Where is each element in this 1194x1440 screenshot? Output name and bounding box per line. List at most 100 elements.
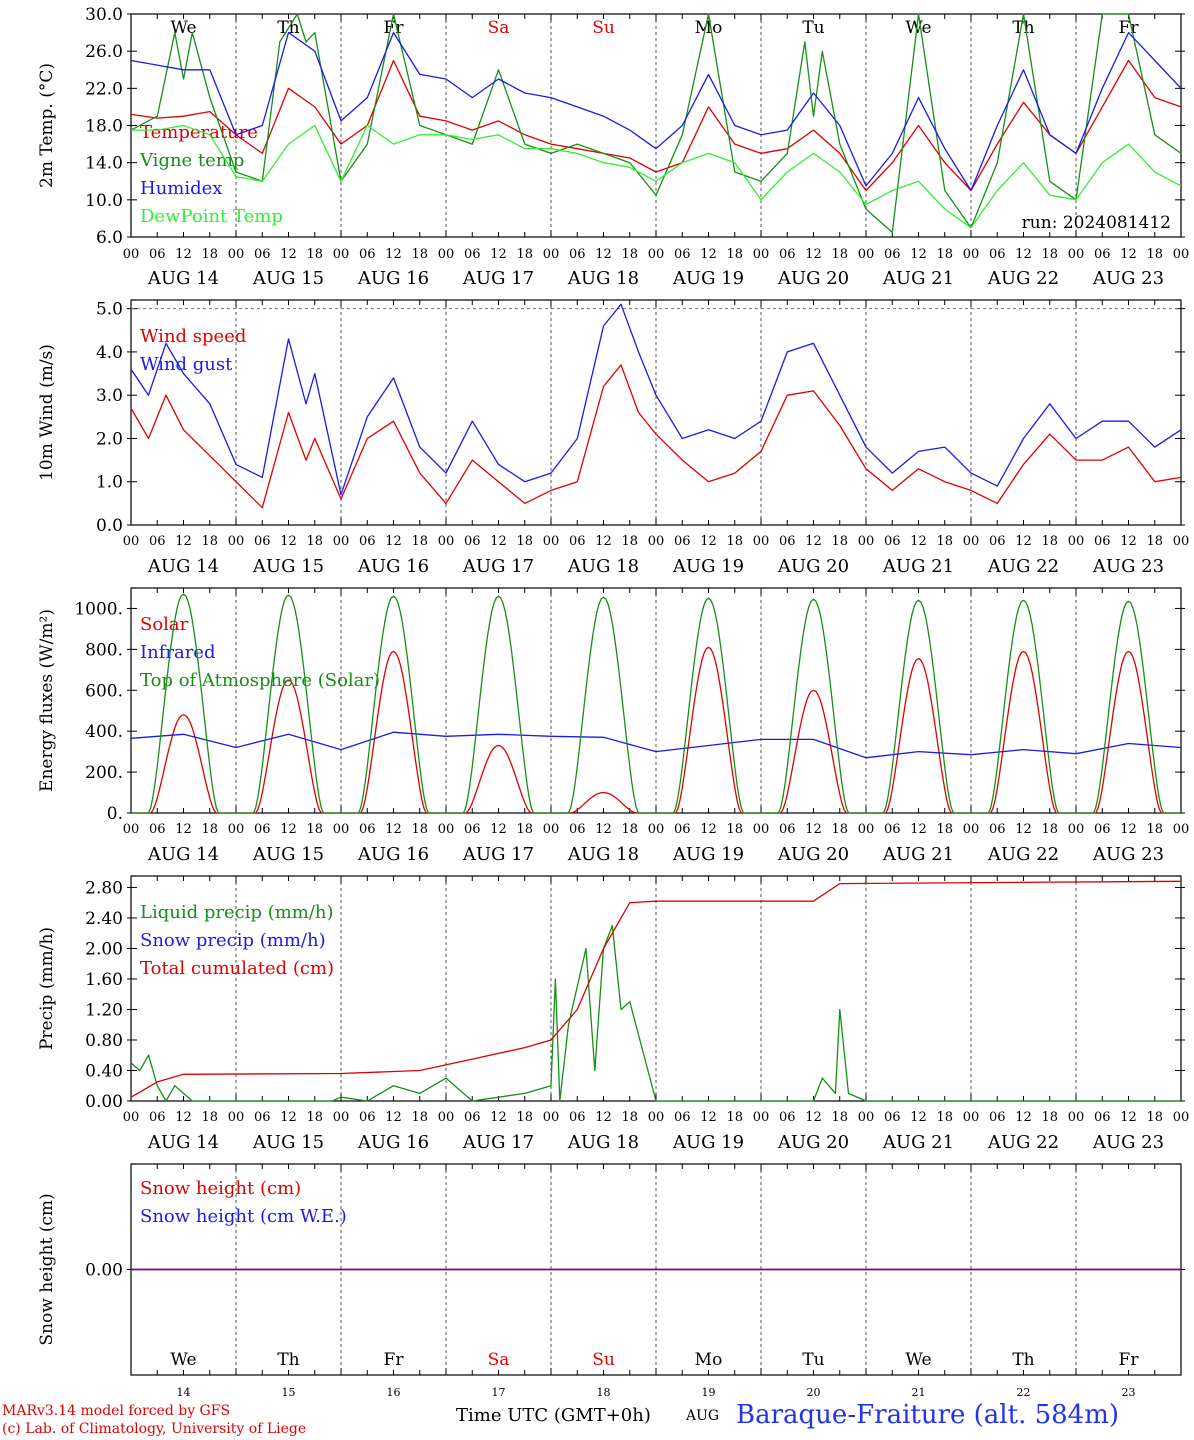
day-number-label: 18 [597, 1386, 611, 1399]
hour-tick-label: 00 [543, 1110, 560, 1125]
day-number-label: 15 [282, 1386, 296, 1399]
series-line [130, 731, 1182, 759]
hour-tick-label: 00 [858, 247, 875, 262]
hour-tick-label: 18 [306, 822, 323, 837]
hour-tick-label: 18 [516, 247, 533, 262]
hour-tick-label: 06 [884, 534, 901, 549]
series-line [130, 364, 1182, 509]
weekday-label: Sa [488, 1350, 510, 1370]
date-label: AUG 21 [882, 556, 954, 577]
hour-tick-label: 12 [910, 822, 927, 837]
hour-tick-label: 06 [359, 1110, 376, 1125]
legend-entry: Snow precip (mm/h) [140, 930, 326, 951]
hour-tick-label: 12 [805, 822, 822, 837]
y-tick-label: 2.40 [85, 909, 123, 929]
y-tick-label: 30.0 [85, 5, 123, 25]
hour-tick-label: 00 [438, 247, 455, 262]
hour-tick-label: 06 [989, 1110, 1006, 1125]
hour-tick-label: 06 [989, 247, 1006, 262]
hour-tick-label: 18 [1146, 247, 1163, 262]
weekday-label: We [170, 18, 196, 38]
hour-tick-label: 06 [1094, 1110, 1111, 1125]
hour-tick-label: 18 [306, 534, 323, 549]
hour-tick-label: 06 [779, 1110, 796, 1125]
day-number-label: 20 [807, 1386, 821, 1399]
hour-tick-label: 12 [805, 534, 822, 549]
weekday-label: Tu [802, 1350, 824, 1370]
hour-tick-label: 18 [726, 534, 743, 549]
hour-tick-label: 06 [464, 1110, 481, 1125]
hour-tick-label: 00 [123, 534, 140, 549]
y-tick-label: 18.0 [85, 117, 123, 137]
weekday-label: Fr [1119, 1350, 1140, 1370]
hour-tick-label: 06 [884, 1110, 901, 1125]
date-label: AUG 22 [987, 1132, 1059, 1153]
date-label: AUG 20 [777, 268, 849, 289]
hour-tick-label: 12 [280, 247, 297, 262]
hour-tick-label: 06 [1094, 247, 1111, 262]
month-label: AUG [686, 1408, 720, 1424]
legend-entry: Humidex [140, 178, 222, 199]
hour-tick-label: 18 [201, 247, 218, 262]
hour-tick-label: 18 [201, 534, 218, 549]
hour-tick-label: 00 [963, 247, 980, 262]
hour-tick-label: 18 [726, 822, 743, 837]
hour-tick-label: 12 [280, 534, 297, 549]
hour-tick-label: 18 [1041, 822, 1058, 837]
hour-tick-label: 12 [910, 247, 927, 262]
legend-entry: Temperature [140, 122, 258, 143]
hour-tick-label: 06 [464, 534, 481, 549]
plot-frame [130, 13, 1182, 238]
day-number-label: 14 [177, 1386, 191, 1399]
hour-tick-label: 12 [280, 1110, 297, 1125]
hour-tick-label: 00 [1068, 1110, 1085, 1125]
hour-tick-label: 18 [411, 822, 428, 837]
y-tick-label: 2.0 [96, 429, 123, 449]
hour-tick-label: 06 [779, 247, 796, 262]
date-label: AUG 16 [357, 268, 429, 289]
hour-tick-label: 12 [385, 822, 402, 837]
date-label: AUG 14 [147, 844, 219, 865]
hour-tick-label: 00 [333, 1110, 350, 1125]
hour-tick-label: 06 [359, 822, 376, 837]
hour-tick-label: 00 [648, 247, 665, 262]
hour-tick-label: 00 [543, 247, 560, 262]
hour-tick-label: 18 [831, 1110, 848, 1125]
legend-entry: Vigne temp [139, 150, 244, 171]
hour-tick-label: 12 [700, 534, 717, 549]
hour-tick-label: 00 [438, 822, 455, 837]
series-line [130, 303, 1182, 496]
y-tick-label: 1000. [74, 599, 123, 619]
hour-tick-label: 12 [280, 822, 297, 837]
date-label: AUG 21 [882, 268, 954, 289]
hour-tick-label: 12 [910, 534, 927, 549]
hour-tick-label: 18 [621, 822, 638, 837]
series-line [130, 924, 1181, 1102]
hour-tick-label: 00 [123, 822, 140, 837]
hour-tick-label: 00 [963, 534, 980, 549]
hour-tick-label: 12 [490, 822, 507, 837]
date-label: AUG 16 [357, 556, 429, 577]
hour-tick-label: 12 [1015, 247, 1032, 262]
hour-tick-label: 06 [674, 534, 691, 549]
date-label: AUG 16 [357, 844, 429, 865]
legend-entry: Infrared [140, 642, 215, 663]
hour-tick-label: 06 [254, 247, 271, 262]
day-number-label: 17 [492, 1386, 506, 1399]
hour-tick-label: 00 [228, 247, 245, 262]
hour-tick-label: 06 [464, 247, 481, 262]
hour-tick-label: 12 [700, 247, 717, 262]
hour-tick-label: 00 [1068, 534, 1085, 549]
date-label: AUG 21 [882, 844, 954, 865]
date-label: AUG 19 [672, 268, 744, 289]
hour-tick-label: 06 [989, 534, 1006, 549]
y-tick-label: 0.00 [85, 1092, 123, 1112]
hour-tick-label: 06 [779, 534, 796, 549]
date-label: AUG 20 [777, 556, 849, 577]
hour-tick-label: 00 [123, 247, 140, 262]
hour-tick-label: 06 [254, 1110, 271, 1125]
hour-tick-label: 06 [884, 247, 901, 262]
y-axis-label: 10m Wind (m/s) [37, 344, 57, 481]
hour-tick-label: 12 [175, 534, 192, 549]
hour-tick-label: 12 [1015, 534, 1032, 549]
